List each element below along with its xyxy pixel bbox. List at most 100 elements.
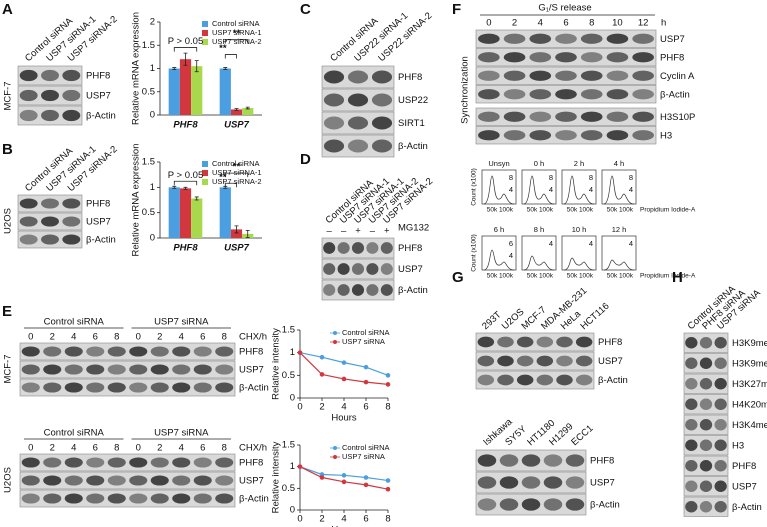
band-label: H3S10P — [660, 112, 695, 123]
legend-label: Control siRNA — [212, 19, 260, 28]
legend-swatch — [202, 179, 208, 185]
time-unit: CHX/h — [239, 332, 267, 343]
count-tick: 4 — [549, 239, 553, 248]
x-tick-label: 100k — [579, 207, 594, 214]
blot-band — [477, 454, 497, 467]
series-line — [299, 466, 389, 490]
histogram-frame — [481, 235, 517, 271]
panel-letter: E — [2, 303, 12, 320]
band-label: USP7 — [398, 264, 423, 275]
x-tick-label: 100k — [499, 273, 514, 280]
legend-swatch — [202, 161, 208, 167]
count-tick: 4 — [509, 185, 513, 194]
band-label: β-Actin — [590, 500, 620, 511]
count-tick: 8 — [629, 173, 633, 182]
blot-band — [43, 382, 62, 393]
blot-band — [714, 419, 727, 431]
blot-band — [366, 263, 379, 275]
blot-band — [556, 336, 573, 348]
time-label: 2 — [50, 443, 55, 454]
blot-band — [107, 364, 126, 375]
x-tick-label: 50k — [527, 273, 538, 280]
blot-band — [575, 355, 593, 367]
band-label: H3K27me2 — [732, 379, 767, 390]
band-label: β-Actin — [239, 383, 269, 394]
band-label: β-Actin — [732, 502, 762, 513]
x-tick-label: 8 — [385, 402, 390, 413]
blot-band — [64, 475, 83, 486]
blot-band — [19, 109, 38, 122]
blot-band — [380, 284, 393, 296]
bar — [179, 59, 192, 115]
point — [341, 360, 347, 365]
lane-label: ECC1 — [569, 423, 595, 448]
time-label: 2 — [157, 332, 162, 343]
blot-band — [516, 355, 534, 367]
blot-band — [497, 336, 514, 348]
x-tick-label: 0 — [297, 402, 302, 413]
blot-band — [699, 439, 713, 451]
blot-band — [556, 355, 573, 367]
blot-band — [529, 70, 552, 81]
time-label: 8 — [222, 443, 227, 454]
count-tick: 4 — [589, 185, 593, 194]
band-label: PHF8 — [590, 456, 614, 467]
treatment-mark: – — [327, 226, 333, 237]
blot-band — [685, 460, 698, 472]
blot-band — [62, 198, 81, 209]
blot-band — [86, 382, 105, 393]
x-tick-label: 100k — [539, 207, 554, 214]
count-tick: 8 — [509, 173, 513, 182]
blot-band — [64, 493, 83, 504]
x-tick-label: 8 — [385, 514, 390, 525]
blot-band — [714, 439, 727, 451]
x-tick-label: 6 — [363, 402, 368, 413]
blot-band — [497, 355, 514, 367]
group-label: USP7 siRNA — [154, 428, 209, 439]
point — [385, 373, 391, 378]
blot-band — [64, 457, 83, 468]
time-label: 2 — [157, 443, 162, 454]
blot-band — [543, 476, 563, 489]
blot-band — [521, 454, 541, 467]
y-tick-label: 1.5 — [142, 40, 155, 51]
histogram-frame — [601, 235, 637, 271]
y-axis-label: Relative mRNA expression — [131, 12, 142, 125]
time-label: 6 — [93, 443, 98, 454]
blot-band — [323, 116, 345, 130]
time-label: 4 — [71, 443, 76, 454]
side-label: Synchronization — [460, 56, 471, 124]
histogram-curve — [483, 175, 515, 205]
legend-label: USP7 siRNA-1 — [212, 168, 262, 177]
bar — [219, 187, 231, 238]
y-axis-label: Relative intensity — [271, 328, 282, 400]
count-tick: 8 — [549, 173, 553, 182]
x-tick-label: 100k — [499, 207, 514, 214]
blot-band — [323, 93, 345, 107]
point — [341, 473, 347, 478]
histogram-curve — [483, 249, 515, 271]
time-label: 4 — [179, 443, 184, 454]
histogram-curve — [523, 175, 555, 205]
x-axis-label: Hours — [331, 413, 357, 424]
group-label: Control siRNA — [44, 317, 105, 328]
band-label: USP7 — [598, 356, 623, 367]
blot-band — [21, 457, 40, 468]
blot-band — [555, 70, 577, 81]
error-bar — [194, 196, 199, 201]
time-label: 4 — [538, 18, 543, 29]
band-label: PHF8 — [86, 71, 110, 82]
histogram-label: 8 h — [534, 225, 544, 234]
lane-label: HCT116 — [578, 301, 611, 332]
blot-band — [380, 263, 393, 275]
band-label: β-Actin — [660, 89, 690, 100]
histogram-frame — [481, 169, 517, 205]
point — [363, 482, 369, 488]
blot-band — [555, 89, 577, 100]
blot-band — [632, 89, 654, 100]
x-tick-label: 100k — [579, 273, 594, 280]
blot-band — [632, 111, 654, 122]
blot-band — [172, 364, 191, 375]
time-label: 6 — [200, 332, 205, 343]
